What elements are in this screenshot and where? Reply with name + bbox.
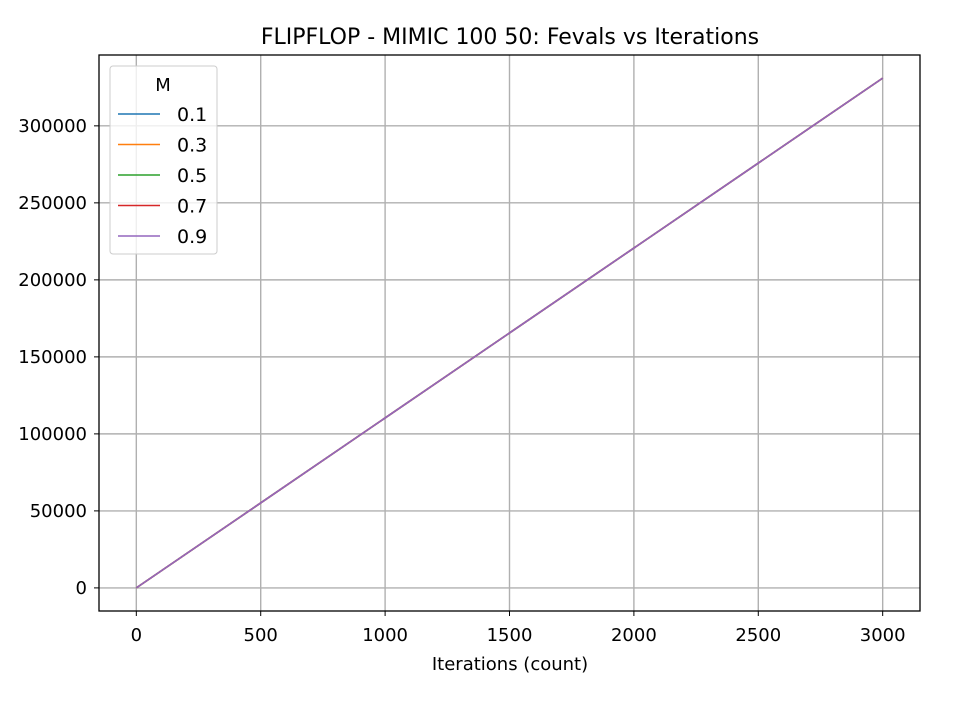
series-line-0-9 (135, 77, 884, 589)
y-tick-label: 100000 (18, 424, 87, 445)
legend-entries: 0.1 0.3 0.5 0.7 0.9 (118, 104, 207, 248)
legend-label: 0.1 (177, 104, 207, 126)
legend-label: 0.5 (177, 165, 207, 187)
chart-title: FLIPFLOP - MIMIC 100 50: Fevals vs Itera… (261, 25, 759, 50)
x-tick-label: 1000 (362, 625, 408, 646)
legend-box (109, 65, 218, 255)
y-tick-label: 200000 (18, 270, 87, 291)
y-tick-label: 250000 (18, 193, 87, 214)
series-lines (135, 77, 884, 589)
legend: M 0.1 0.3 0.5 0.7 0.9 (109, 65, 218, 255)
x-axis-label: Iterations (count) (432, 654, 588, 675)
x-axis-ticks: 0 500 1000 1500 2000 2500 3000 (131, 611, 906, 646)
grid (99, 55, 920, 611)
x-tick-label: 1500 (487, 625, 533, 646)
x-tick-label: 3000 (860, 625, 906, 646)
legend-label: 0.9 (177, 226, 207, 248)
x-tick-label: 2500 (735, 625, 781, 646)
y-tick-label: 50000 (30, 501, 87, 522)
y-axis-ticks: 0 50000 100000 150000 200000 250000 300000 (18, 116, 99, 599)
x-tick-label: 0 (131, 625, 142, 646)
y-tick-label: 150000 (18, 347, 87, 368)
legend-title: M (155, 75, 171, 96)
legend-label: 0.3 (177, 135, 207, 157)
legend-label: 0.7 (177, 196, 207, 218)
x-tick-label: 500 (244, 625, 278, 646)
y-tick-label: 0 (76, 578, 87, 599)
y-tick-label: 300000 (18, 116, 87, 137)
x-tick-label: 2000 (611, 625, 657, 646)
